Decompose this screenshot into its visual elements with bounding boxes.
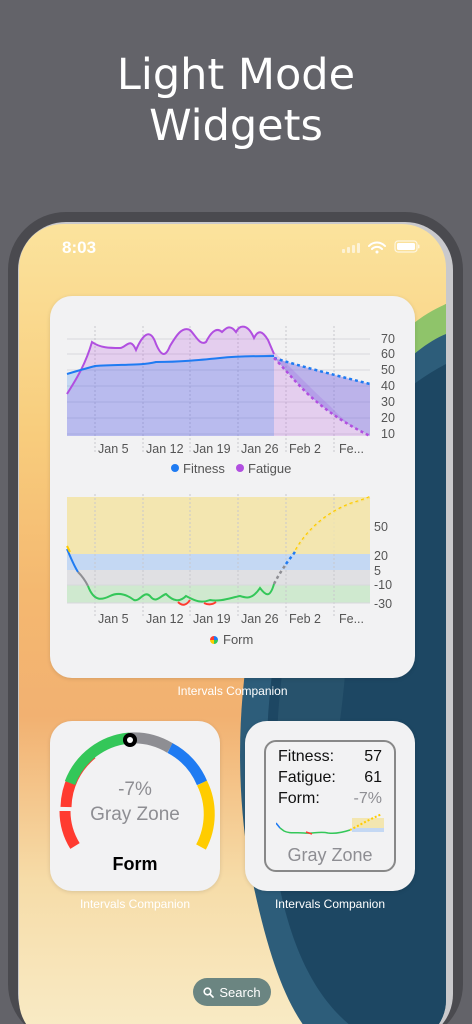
y-tick: 40 bbox=[381, 379, 395, 393]
form-x-tick: Jan 12 bbox=[146, 612, 184, 626]
stat-form-label: Form: bbox=[278, 790, 320, 807]
status-icons bbox=[342, 240, 420, 254]
y-tick: 50 bbox=[381, 363, 395, 377]
fitness-chart-vlines bbox=[94, 326, 335, 454]
headline-line-2: Widgets bbox=[149, 101, 323, 151]
stats-box bbox=[264, 740, 396, 872]
zone-gray bbox=[67, 570, 370, 585]
x-tick: Jan 19 bbox=[193, 442, 231, 456]
form-x-tick: Jan 26 bbox=[241, 612, 279, 626]
legend-fatigue: Fatigue bbox=[248, 461, 291, 476]
widget-label-small-1: Intervals Companion bbox=[79, 897, 191, 911]
mini-form-chart bbox=[276, 813, 384, 835]
form-gauge bbox=[59, 732, 215, 850]
stat-form: Form: -7% bbox=[278, 790, 382, 808]
y-tick: 20 bbox=[381, 411, 395, 425]
form-y-tick: 50 bbox=[374, 520, 388, 534]
x-tick: Fe... bbox=[339, 442, 364, 456]
stat-fatigue: Fatigue: 61 bbox=[278, 769, 382, 787]
form-forecast-blue bbox=[284, 549, 298, 565]
x-tick: Feb 2 bbox=[289, 442, 321, 456]
headline-line-1: Light Mode bbox=[116, 50, 356, 100]
zone-blue bbox=[67, 554, 370, 570]
stat-fitness-label: Fitness: bbox=[278, 748, 335, 765]
charts-svg: 70 60 50 40 30 20 10 Jan 5 Jan 12 Jan 19… bbox=[66, 325, 395, 647]
form-line-blue bbox=[66, 548, 79, 573]
legend-fatigue-dot bbox=[236, 464, 244, 472]
stat-form-value: -7% bbox=[353, 790, 382, 807]
form-legend-label: Form bbox=[223, 632, 253, 647]
x-tick: Jan 5 bbox=[98, 442, 129, 456]
form-line-gray bbox=[77, 571, 89, 587]
gauge-zone: Gray Zone bbox=[90, 804, 180, 825]
legend-fitness: Fitness bbox=[183, 461, 225, 476]
stat-fitness-value: 57 bbox=[364, 748, 382, 765]
form-gauge-widget[interactable] bbox=[50, 721, 220, 891]
y-tick: 10 bbox=[381, 427, 395, 441]
search-icon bbox=[203, 986, 215, 998]
form-forecast-gray bbox=[272, 563, 288, 585]
form-y-tick: -10 bbox=[374, 578, 392, 592]
forecast-area bbox=[274, 358, 370, 436]
search-label: Search bbox=[219, 984, 261, 1000]
y-tick: 70 bbox=[381, 332, 395, 346]
form-x-tick: Fe... bbox=[339, 612, 364, 626]
signal-icon bbox=[342, 243, 360, 253]
form-x-tick: Feb 2 bbox=[289, 612, 321, 626]
form-y-tick: -30 bbox=[374, 597, 392, 611]
stat-fatigue-label: Fatigue: bbox=[278, 769, 336, 786]
stat-fatigue-value: 61 bbox=[364, 769, 382, 786]
fitness-area bbox=[67, 354, 274, 436]
x-tick: Jan 26 bbox=[241, 442, 279, 456]
fatigue-area bbox=[67, 326, 370, 436]
form-y-tick: 20 bbox=[374, 549, 388, 563]
fatigue-forecast-line bbox=[273, 357, 371, 438]
legend-fitness-dot bbox=[171, 464, 179, 472]
fitness-line bbox=[66, 355, 275, 375]
battery-icon bbox=[394, 240, 420, 253]
form-x-tick: Jan 5 bbox=[98, 612, 129, 626]
form-y-tick: 5 bbox=[374, 564, 381, 578]
gauge-title: Form bbox=[112, 854, 158, 874]
form-line-red bbox=[177, 599, 217, 606]
gauge-percent: -7% bbox=[118, 779, 152, 800]
status-time: 8:03 bbox=[62, 238, 97, 257]
fitness-chart-grid bbox=[67, 338, 370, 435]
x-tick: Jan 12 bbox=[146, 442, 184, 456]
form-legend-icon bbox=[210, 636, 218, 644]
fitness-forecast-line bbox=[273, 356, 371, 386]
fatigue-line bbox=[66, 325, 275, 395]
form-x-tick: Jan 19 bbox=[193, 612, 231, 626]
y-tick: 60 bbox=[381, 347, 395, 361]
search-button[interactable]: Search bbox=[193, 978, 271, 1006]
widget-label-small-2: Intervals Companion bbox=[274, 897, 386, 911]
large-chart-widget[interactable]: 70 60 50 40 30 20 10 Jan 5 Jan 12 Jan 19… bbox=[50, 296, 415, 678]
stat-fitness: Fitness: 57 bbox=[278, 748, 382, 766]
y-tick: 30 bbox=[381, 395, 395, 409]
form-line-yellow-start bbox=[66, 545, 71, 553]
form-line-green bbox=[87, 583, 275, 603]
widget-label-large: Intervals Companion bbox=[177, 684, 288, 698]
stats-zone: Gray Zone bbox=[287, 845, 373, 865]
wifi-icon bbox=[368, 241, 386, 254]
headline: Light Mode Widgets bbox=[0, 50, 472, 152]
